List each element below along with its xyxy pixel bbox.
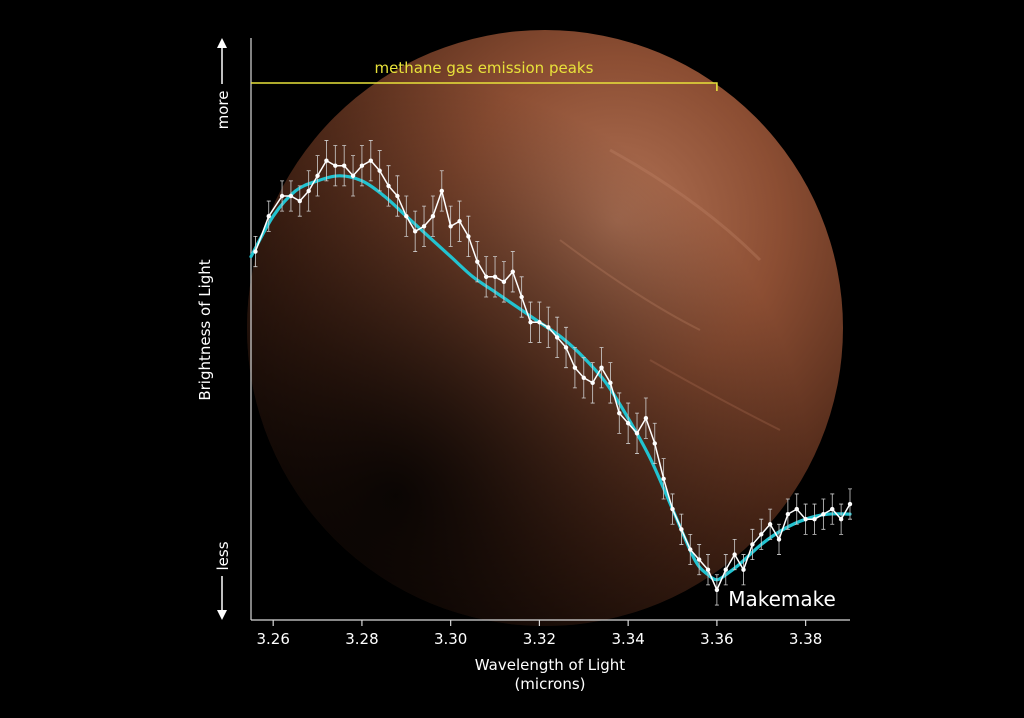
x-tick-label: 3.26 [256, 630, 289, 648]
data-point [475, 259, 480, 264]
data-point [688, 547, 693, 552]
data-point [625, 421, 631, 426]
data-point [750, 542, 755, 547]
data-point [430, 214, 436, 219]
x-tick-label: 3.38 [789, 630, 822, 648]
data-point [714, 587, 720, 593]
methane-annotation: methane gas emission peaks [251, 59, 718, 91]
y-label-less: less [214, 541, 232, 570]
data-point [306, 188, 311, 194]
data-point [483, 274, 489, 279]
data-point [572, 365, 578, 370]
planet-terrain-streak [609, 148, 762, 262]
data-point [546, 325, 551, 330]
data-point [741, 567, 746, 572]
data-point [324, 158, 329, 163]
data-point [767, 522, 773, 527]
data-point [421, 224, 427, 229]
data-point [581, 375, 586, 380]
data-point [617, 410, 622, 416]
data-point [661, 476, 666, 481]
data-point [554, 335, 560, 340]
data-point [457, 219, 462, 224]
series-observed-points [253, 158, 853, 593]
data-point [732, 552, 737, 557]
planet-terrain-streak [559, 239, 701, 331]
data-point [288, 193, 294, 199]
x-axis-unit-label: (microns) [514, 675, 585, 693]
data-point [830, 506, 835, 512]
data-point [492, 274, 498, 279]
x-tick-label: 3.30 [434, 630, 467, 648]
data-point [776, 537, 782, 542]
data-point [266, 214, 271, 219]
data-point [537, 320, 542, 325]
data-point [670, 506, 675, 512]
x-tick-label: 3.36 [700, 630, 733, 648]
methane-bracket [251, 82, 718, 91]
data-point [448, 224, 453, 229]
data-point [466, 234, 471, 239]
data-point [705, 567, 711, 572]
methane-annotation-label: methane gas emission peaks [374, 59, 593, 77]
data-point [785, 511, 791, 517]
object-label: Makemake [728, 587, 836, 611]
data-point [847, 501, 853, 507]
data-point [439, 188, 444, 194]
data-point [253, 249, 258, 254]
data-point [812, 517, 817, 522]
y-axis-guide: more Brightness of Light less [196, 38, 232, 620]
data-point [315, 173, 320, 178]
planet-makemake-image [247, 30, 843, 626]
planet-shadow [247, 30, 843, 626]
arrow-up-icon [217, 38, 227, 48]
data-point [377, 168, 382, 173]
x-ticks: 3.26 3.28 3.30 3.32 3.34 3.36 3.38 [256, 620, 822, 648]
y-axis-label: Brightness of Light [196, 259, 214, 400]
x-tick-label: 3.32 [523, 630, 556, 648]
axes [250, 38, 850, 621]
data-point [519, 294, 524, 300]
data-point [838, 517, 844, 522]
x-tick-label: 3.34 [611, 630, 644, 648]
data-point [759, 532, 764, 537]
data-point [368, 158, 373, 163]
data-point [297, 198, 303, 204]
arrow-down-icon [217, 610, 227, 620]
data-point [350, 173, 356, 178]
data-point [333, 163, 338, 168]
data-point [528, 320, 533, 325]
data-point [634, 431, 640, 436]
x-axis-label: Wavelength of Light [475, 656, 626, 674]
data-point [563, 345, 569, 350]
series-model-curve [249, 174, 852, 582]
y-label-more: more [214, 91, 232, 130]
data-point [608, 380, 613, 386]
x-tick-label: 3.28 [345, 630, 378, 648]
data-point [599, 365, 604, 370]
data-point [794, 506, 799, 512]
data-point [679, 527, 684, 532]
data-point [696, 557, 702, 562]
data-point [510, 269, 515, 274]
data-point [821, 511, 826, 517]
data-point [404, 214, 409, 219]
data-point [590, 380, 595, 386]
data-point [341, 163, 347, 168]
data-point [412, 229, 418, 234]
data-point [803, 517, 808, 522]
data-point [395, 193, 400, 199]
data-point [652, 441, 657, 446]
data-point [279, 193, 285, 199]
data-point [723, 567, 728, 572]
data-point [643, 416, 649, 421]
planet-terrain-streak [649, 359, 781, 431]
data-point [359, 163, 365, 168]
data-point [501, 279, 507, 285]
data-point [386, 183, 391, 189]
